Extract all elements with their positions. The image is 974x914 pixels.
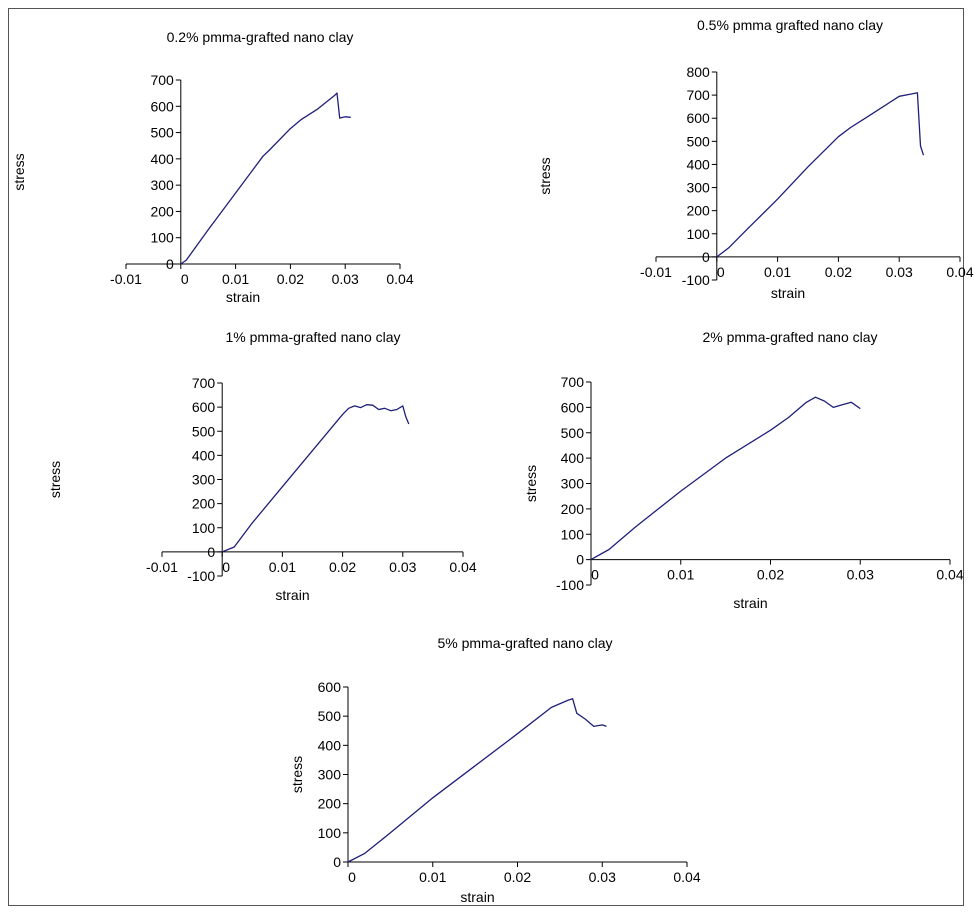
y-tick-label: -100 <box>556 577 584 593</box>
x-tick-label: 0.01 <box>222 271 249 287</box>
x-axis-label: strain <box>226 289 260 305</box>
x-tick-label: 0.03 <box>589 869 616 885</box>
y-tick-label: 600 <box>192 399 216 415</box>
y-tick-label: 500 <box>318 708 342 724</box>
y-tick-label: 600 <box>686 110 710 126</box>
x-tick-label: 0 <box>348 869 356 885</box>
y-tick-label: 200 <box>561 501 585 517</box>
chart-title: 5% pmma-grafted nano clay <box>437 635 612 651</box>
y-tick-label: 400 <box>150 151 174 167</box>
y-tick-label: -100 <box>682 272 710 288</box>
y-tick-label: 0 <box>166 256 174 272</box>
x-tick-label: 0.03 <box>332 271 359 287</box>
chart-3: 1% pmma-grafted nano clay -100 0 100 200 300 4… <box>47 329 477 603</box>
y-tick-label: 100 <box>150 230 174 246</box>
x-tick-label: 0.03 <box>389 559 416 575</box>
y-tick-label: 700 <box>561 374 585 390</box>
y-tick-label: 200 <box>686 203 710 219</box>
x-tick-label: 0.04 <box>936 567 963 583</box>
chart-4: 2% pmma-grafted nano clay -100 0 100 200 300 4… <box>523 329 964 611</box>
chart-title: 2% pmma-grafted nano clay <box>702 329 877 345</box>
y-tick-label: 400 <box>192 447 216 463</box>
y-tick-label: 100 <box>561 526 585 542</box>
x-tick-label: 0.03 <box>847 567 874 583</box>
y-tick-label: 700 <box>192 375 216 391</box>
x-tick-label: -0.01 <box>110 271 142 287</box>
y-tick-label: -100 <box>187 568 215 584</box>
x-tick-label: 0.02 <box>504 869 531 885</box>
x-tick-label: 0.02 <box>825 264 852 280</box>
chart-title: 0.5% pmma grafted nano clay <box>697 17 883 33</box>
x-tick-label: 0.01 <box>667 567 694 583</box>
chart-1: 0.2% pmma-grafted nano clay 0 100 200 300 400… <box>11 29 414 305</box>
series-line <box>716 92 925 258</box>
y-tick-label: 500 <box>561 425 585 441</box>
y-tick-label: 400 <box>686 156 710 172</box>
x-tick-label: 0.03 <box>886 264 913 280</box>
y-tick-label: 0 <box>576 552 584 568</box>
y-tick-label: 700 <box>150 72 174 88</box>
y-tick-label: 100 <box>192 520 216 536</box>
x-tick-label: 0.02 <box>329 559 356 575</box>
x-tick-label: 0.02 <box>277 271 304 287</box>
y-axis-label: stress <box>11 153 27 190</box>
x-axis-label: strain <box>733 595 767 611</box>
y-tick-label: 0 <box>333 854 341 870</box>
y-tick-label: 300 <box>192 472 216 488</box>
y-tick-label: 300 <box>318 767 342 783</box>
x-tick-label: 0.01 <box>764 264 791 280</box>
x-axis-label: strain <box>460 889 494 905</box>
chart-5: 5% pmma-grafted nano clay 0 100 200 300 400 50… <box>289 635 701 905</box>
y-tick-label: 400 <box>318 737 342 753</box>
x-tick-label: 0 <box>222 559 230 575</box>
y-axis-label: stress <box>523 465 539 502</box>
y-tick-label: 600 <box>561 399 585 415</box>
x-tick-label: 0.04 <box>946 264 973 280</box>
x-tick-label: 0.01 <box>419 869 446 885</box>
y-tick-label: 0 <box>207 544 215 560</box>
x-tick-label: 0 <box>717 264 725 280</box>
x-tick-label: 0.04 <box>673 869 700 885</box>
chart-title: 0.2% pmma-grafted nano clay <box>167 29 354 45</box>
chart-2: 0.5% pmma grafted nano clay -100 0 100 200 30… <box>537 17 974 301</box>
series-line <box>347 698 607 863</box>
series-line <box>180 92 351 265</box>
y-tick-label: 100 <box>686 226 710 242</box>
y-axis-label: stress <box>537 157 553 194</box>
y-tick-label: 500 <box>150 125 174 141</box>
y-tick-label: 200 <box>192 496 216 512</box>
y-tick-label: 500 <box>686 133 710 149</box>
chart-title: 1% pmma-grafted nano clay <box>225 329 400 345</box>
x-tick-label: 0.02 <box>757 567 784 583</box>
y-tick-label: 600 <box>318 679 342 695</box>
y-tick-label: 0 <box>702 249 710 265</box>
y-tick-label: 500 <box>192 423 216 439</box>
x-tick-label: 0.04 <box>386 271 413 287</box>
y-tick-label: 300 <box>686 180 710 196</box>
x-axis-label: strain <box>275 587 309 603</box>
x-tick-label: 0.04 <box>449 559 476 575</box>
series-line <box>590 396 861 561</box>
y-tick-label: 700 <box>686 87 710 103</box>
x-tick-label: 0 <box>181 271 189 287</box>
x-tick-label: 0 <box>591 567 599 583</box>
series-line <box>221 404 410 553</box>
y-axis-label: stress <box>289 756 305 793</box>
y-tick-label: 400 <box>561 450 585 466</box>
y-axis-label: stress <box>47 461 63 498</box>
x-tick-label: -0.01 <box>146 559 178 575</box>
y-tick-label: 300 <box>150 177 174 193</box>
x-tick-label: 0.01 <box>269 559 296 575</box>
figure-frame <box>8 8 964 906</box>
y-tick-label: 100 <box>318 825 342 841</box>
y-tick-label: 200 <box>318 796 342 812</box>
y-tick-label: 600 <box>150 98 174 114</box>
x-tick-label: -0.01 <box>640 264 672 280</box>
y-tick-label: 800 <box>686 64 710 80</box>
y-tick-label: 200 <box>150 203 174 219</box>
x-axis-label: strain <box>771 285 805 301</box>
y-tick-label: 300 <box>561 476 585 492</box>
